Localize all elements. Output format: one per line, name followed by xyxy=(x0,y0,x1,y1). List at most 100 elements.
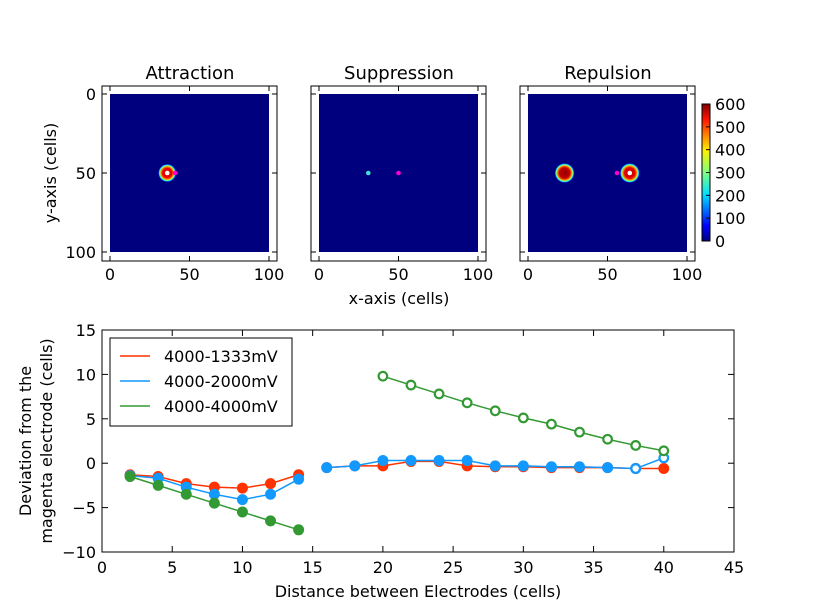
x-tick-label: 20 xyxy=(373,558,393,577)
legend: 4000-1333mV 4000-2000mV 4000-4000mV xyxy=(109,337,293,427)
heatmap-plot-area-attraction: 0 50 100 0 50 100 xyxy=(65,85,284,284)
data-point-4000-4000mv xyxy=(546,418,557,430)
y-tick-label: 10 xyxy=(76,365,96,384)
heatmap-x-tick-label: 0 xyxy=(523,265,533,284)
colorbar-tick-label: 300 xyxy=(715,164,746,183)
y-tick-label: −10 xyxy=(62,543,96,562)
heatmap-x-tick-label: 50 xyxy=(597,265,617,284)
data-point-4000-2000mv xyxy=(574,461,586,473)
data-point-4000-2000mv xyxy=(630,463,642,474)
data-point-4000-2000mv xyxy=(545,461,557,473)
heatmap-title-suppression: Suppression xyxy=(344,63,454,84)
electrode-marker xyxy=(365,170,371,176)
x-tick-label: 0 xyxy=(97,558,107,577)
x-tick-label: 40 xyxy=(654,558,674,577)
heatmap-x-tick-label: 0 xyxy=(314,265,324,284)
colorbar-tick-label: 100 xyxy=(715,209,746,228)
line-chart-panel: 0 5 10 15 20 25 30 35 40 45 −10 −5 0 5 10 15 4000-1333m… xyxy=(16,321,744,601)
electrode-marker xyxy=(614,170,620,176)
legend-label-4000-1333mV: 4000-1333mV xyxy=(164,347,278,366)
data-point-4000-1333mv xyxy=(265,478,277,490)
data-point-4000-4000mv xyxy=(433,388,445,400)
line-chart-ylabel-line-1: Deviation from the xyxy=(16,366,35,516)
heatmap-plot-area-repulsion: 0 50 100 xyxy=(519,85,703,284)
data-point-4000-4000mv xyxy=(602,433,613,445)
x-tick-label: 10 xyxy=(232,558,252,577)
colorbar-tick-label: 200 xyxy=(715,186,746,205)
electrode-marker xyxy=(164,170,170,176)
data-point-4000-2000mv xyxy=(236,494,248,506)
heatmap-blob xyxy=(555,163,575,183)
data-point-4000-4000mv xyxy=(152,479,164,491)
heatmap-title-repulsion: Repulsion xyxy=(564,63,651,84)
colorbar-tick-label: 0 xyxy=(715,232,725,251)
heatmap-x-tick-label: 100 xyxy=(254,265,285,284)
data-point-4000-4000mv xyxy=(658,445,670,457)
heatmap-x-tick-label: 50 xyxy=(179,265,199,284)
data-point-4000-4000mv xyxy=(461,397,473,409)
heatmap-x-tick-label: 50 xyxy=(388,265,408,284)
data-point-4000-4000mv xyxy=(265,515,277,527)
colorbar: 0 100 200 300 400 500 600 xyxy=(701,95,746,251)
data-point-4000-2000mv xyxy=(602,462,614,474)
x-tick-label: 30 xyxy=(513,558,533,577)
data-point-4000-2000mv xyxy=(405,455,417,467)
heatmap-plot-area-suppression: 0 50 100 xyxy=(310,85,494,284)
legend-label-4000-2000mV: 4000-2000mV xyxy=(164,372,278,391)
data-point-4000-4000mv xyxy=(630,440,642,451)
electrode-marker xyxy=(627,170,633,176)
heatmap-ylabel: y-axis (cells) xyxy=(41,123,60,223)
data-point-4000-2000mv xyxy=(461,455,473,467)
line-chart-ylabel-line-2: magenta electrode (cells) xyxy=(37,338,56,543)
heatmap-xlabel: x-axis (cells) xyxy=(349,289,450,308)
x-tick-label: 25 xyxy=(443,558,463,577)
heatmap-background xyxy=(528,94,687,252)
heatmap-y-tick-label: 100 xyxy=(65,243,96,262)
data-point-4000-4000mv xyxy=(377,370,389,382)
heatmap-y-tick-label: 0 xyxy=(86,85,96,104)
heatmap-background xyxy=(110,94,269,252)
data-point-4000-2000mv xyxy=(433,455,445,467)
x-tick-label: 35 xyxy=(583,558,603,577)
y-tick-label: 0 xyxy=(86,454,96,473)
legend-frame xyxy=(109,337,293,427)
y-tick-label: 15 xyxy=(76,321,96,340)
data-point-4000-2000mv xyxy=(517,460,529,472)
colorbar-tick-label: 600 xyxy=(715,95,746,114)
heatmap-x-tick-label: 0 xyxy=(105,265,115,284)
heatmap-x-tick-label: 100 xyxy=(672,265,703,284)
heatmap-title-attraction: Attraction xyxy=(146,63,235,84)
colorbar-tick-label: 400 xyxy=(715,141,746,160)
data-point-4000-4000mv xyxy=(574,426,585,438)
colorbar-tick-label: 500 xyxy=(715,118,746,137)
data-point-4000-4000mv xyxy=(489,405,501,417)
heatmap-panel-attraction: Attraction 0 50 100 0 50 100 y-axis (cells) xyxy=(41,63,284,284)
y-tick-label: −5 xyxy=(72,499,96,518)
y-tick-label: 5 xyxy=(86,410,96,429)
electrode-marker xyxy=(172,170,178,176)
data-point-4000-4000mv xyxy=(236,506,248,518)
heatmap-panel-repulsion: Repulsion 0 50 100 xyxy=(519,63,703,284)
data-point-4000-1333mv xyxy=(236,482,248,494)
data-point-4000-4000mv xyxy=(208,497,220,509)
data-point-4000-1333mv xyxy=(658,463,670,475)
data-point-4000-4000mv xyxy=(293,524,305,536)
data-point-4000-4000mv xyxy=(517,412,529,424)
heatmap-x-tick-label: 100 xyxy=(463,265,494,284)
data-point-4000-4000mv xyxy=(180,488,192,500)
line-chart-series xyxy=(124,370,670,536)
data-point-4000-2000mv xyxy=(377,455,389,467)
data-point-4000-2000mv xyxy=(321,462,333,474)
x-tick-label: 15 xyxy=(302,558,322,577)
heatmap-panel-suppression: Suppression 0 50 100 x-axis (cells) xyxy=(310,63,494,308)
x-tick-label: 45 xyxy=(724,558,744,577)
legend-label-4000-4000mV: 4000-4000mV xyxy=(164,397,278,416)
data-point-4000-2000mv xyxy=(489,460,501,472)
line-chart-ticks: 0 5 10 15 20 25 30 35 40 45 −10 −5 0 5 10 15 xyxy=(62,321,744,577)
data-point-4000-4000mv xyxy=(405,379,417,391)
data-point-4000-2000mv xyxy=(349,460,361,472)
data-point-4000-2000mv xyxy=(293,473,305,485)
heatmap-y-tick-label: 50 xyxy=(76,164,96,183)
electrode-marker xyxy=(396,170,401,176)
